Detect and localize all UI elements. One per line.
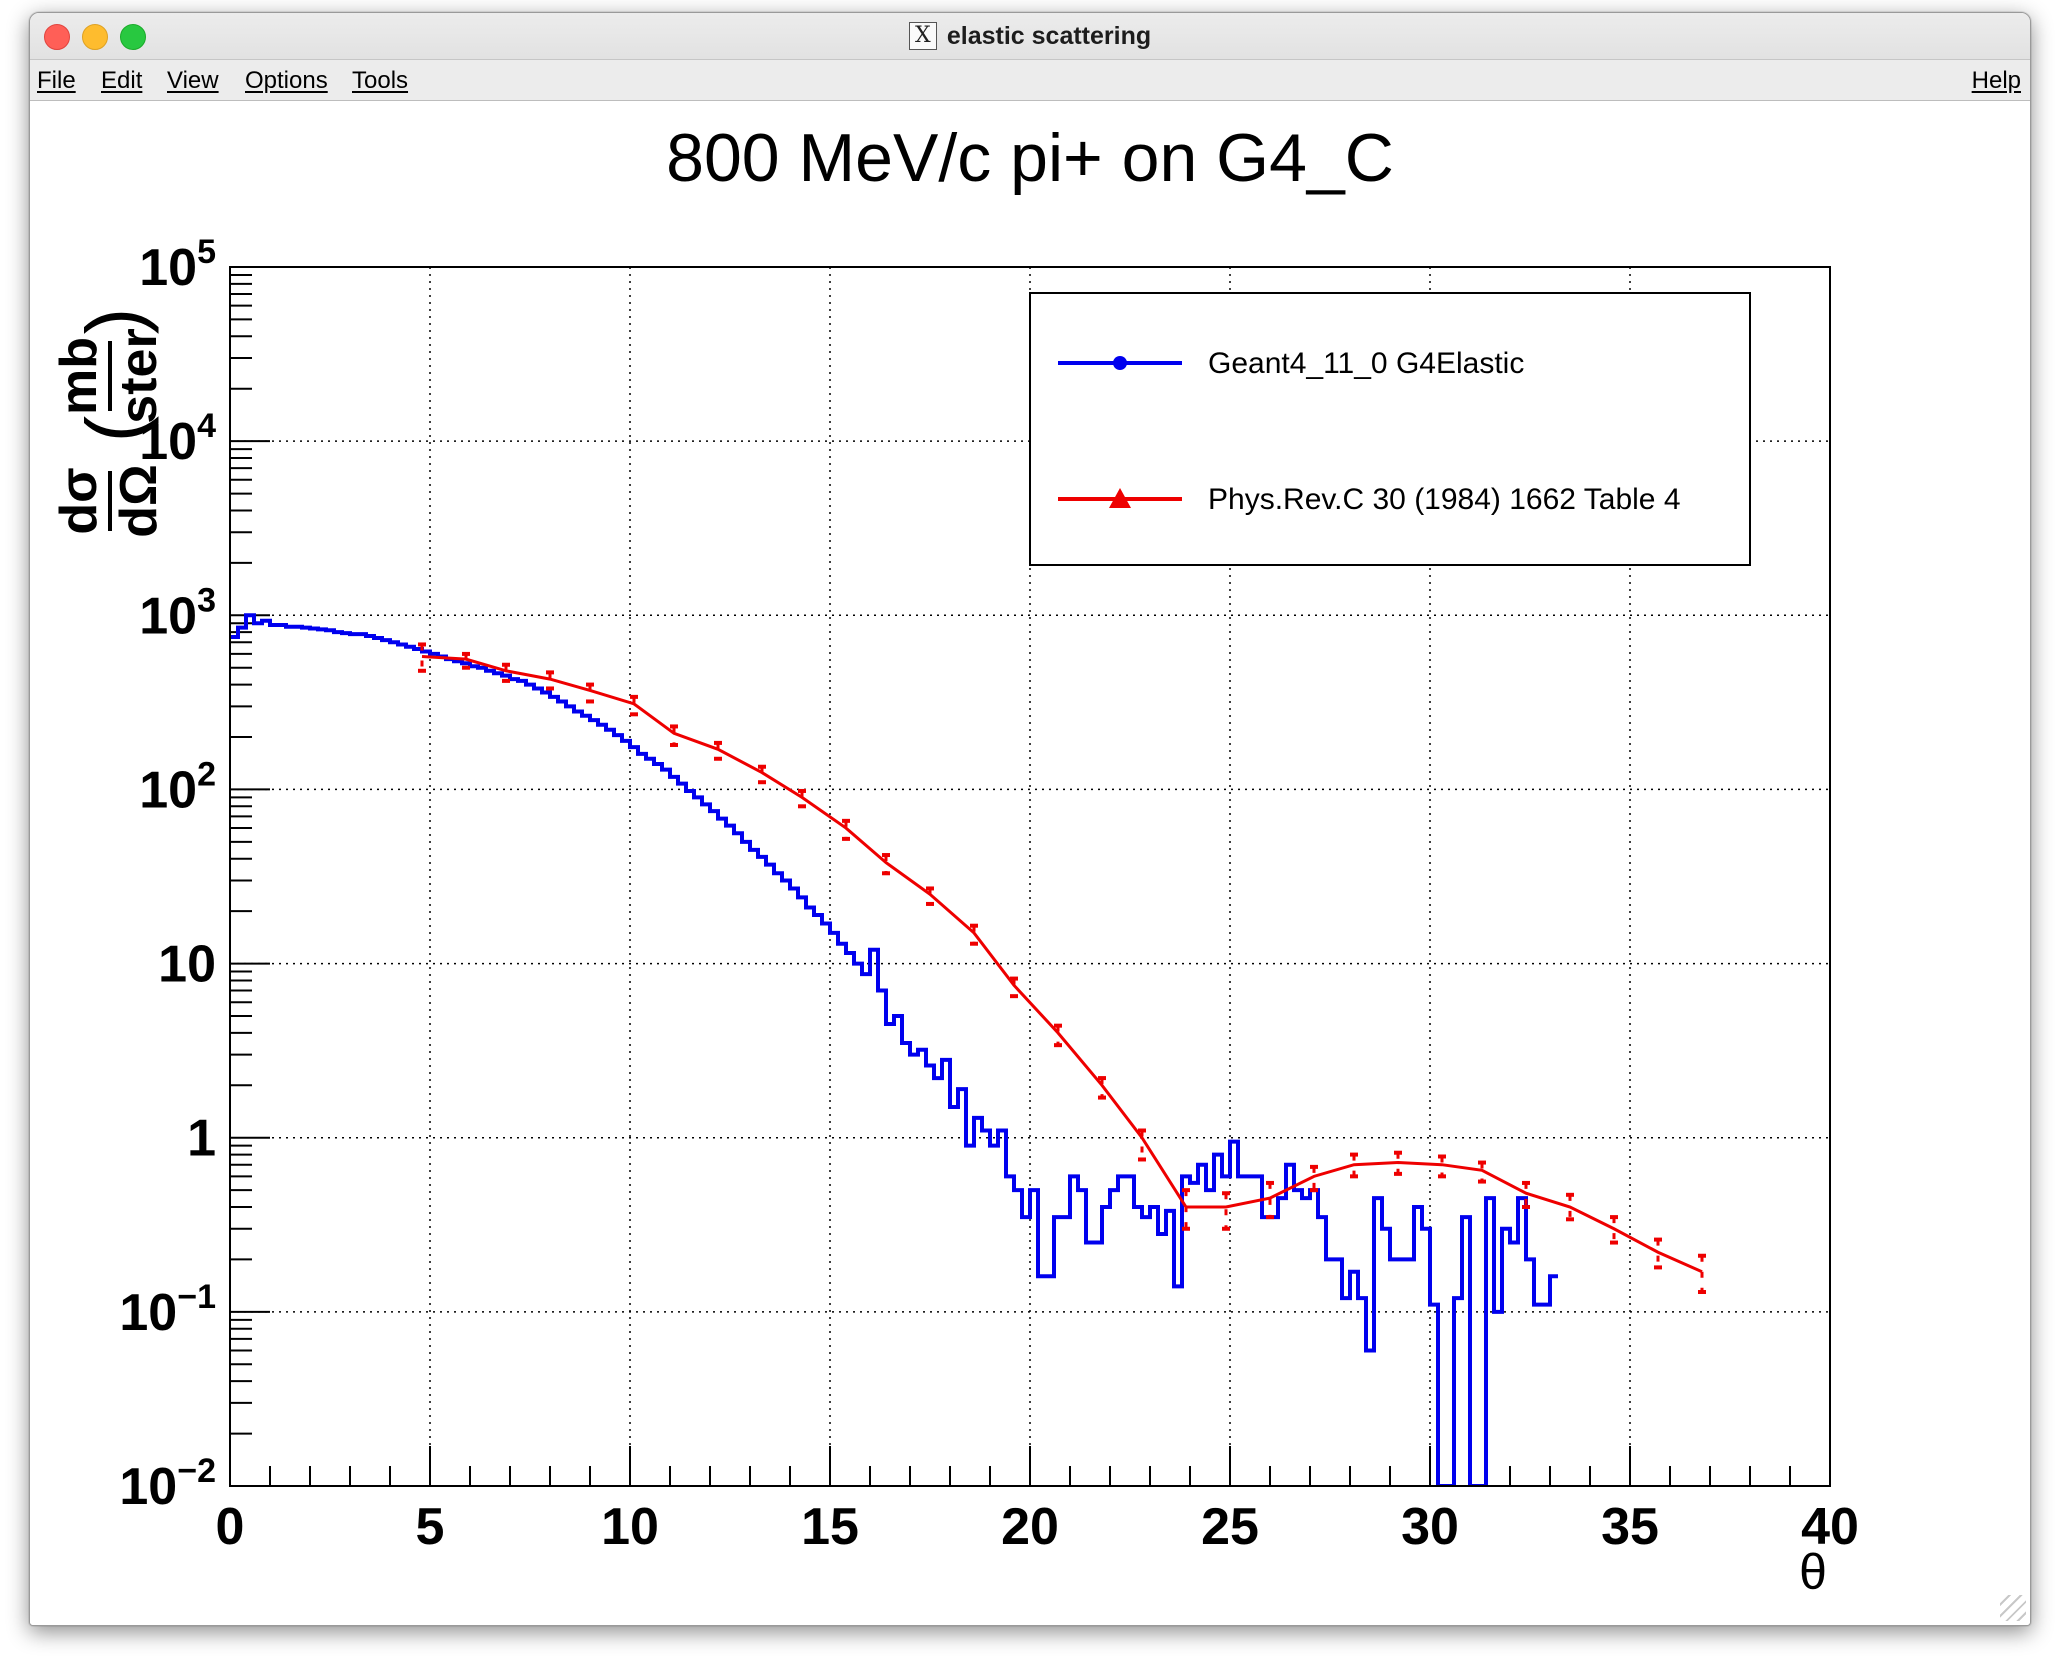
x-tick-label: 15 xyxy=(801,1498,859,1556)
y-tick-label: 10−1 xyxy=(119,1278,216,1342)
minimize-button[interactable] xyxy=(82,24,108,50)
window-title: elastic scattering xyxy=(946,21,1152,50)
y-label-close-paren: ) xyxy=(70,308,159,335)
app-window: X elastic scattering File Edit View Opti… xyxy=(29,12,2031,1626)
grid-lines xyxy=(230,267,1830,1486)
chart-title: 800 MeV/c pi+ on G4_C xyxy=(666,120,1394,196)
root-canvas[interactable]: 800 MeV/c pi+ on G4_C 0 5 10 15 20 25 30 35 40 1… xyxy=(30,101,2030,1625)
x11-icon: X xyxy=(908,22,937,50)
x-tick-label: 5 xyxy=(416,1498,445,1556)
y-tick-label: 105 xyxy=(139,233,216,297)
y-label-numerator: dσ xyxy=(50,467,108,534)
legend-box xyxy=(1029,292,1751,566)
menu-view[interactable]: View xyxy=(167,67,219,94)
title-bar[interactable]: X elastic scattering xyxy=(30,13,2030,60)
y-label-unit-numerator: mb xyxy=(50,337,108,415)
menu-bar: File Edit View Options Tools Help xyxy=(30,60,2030,101)
x-tick-label: 35 xyxy=(1601,1498,1659,1556)
legend-marker-physrev xyxy=(1109,488,1131,508)
y-tick-label: 1 xyxy=(187,1110,216,1168)
y-label-denominator: dΩ xyxy=(110,464,168,537)
menu-file[interactable]: File xyxy=(37,67,76,94)
legend-marker-geant4 xyxy=(1113,356,1127,370)
y-tick-label: 10 xyxy=(158,936,216,994)
y-axis-ticks: 10−2 10−1 1 10 102 103 104 105 xyxy=(119,233,270,1516)
y-label-open-paren: ( xyxy=(70,415,159,442)
y-tick-label: 104 xyxy=(139,407,216,471)
x-tick-label: 20 xyxy=(1001,1498,1059,1556)
legend-label-physrev: Phys.Rev.C 30 (1984) 1662 Table 4 xyxy=(1208,483,1681,516)
x-tick-label: 10 xyxy=(601,1498,659,1556)
plot-frame xyxy=(229,266,1831,1487)
menu-edit[interactable]: Edit xyxy=(101,67,143,94)
x-tick-label: 30 xyxy=(1401,1498,1459,1556)
close-button[interactable] xyxy=(44,24,70,50)
y-axis-label: dσ dΩ ( mb ster ) xyxy=(50,308,168,538)
x-tick-label: 40 xyxy=(1801,1498,1859,1556)
menu-tools[interactable]: Tools xyxy=(352,67,409,94)
legend-label-geant4: Geant4_11_0 G4Elastic xyxy=(1208,347,1524,380)
y-tick-label: 10−2 xyxy=(119,1452,216,1516)
physrev-line xyxy=(421,654,1703,1274)
data-series xyxy=(230,613,1706,1486)
x-axis-ticks: 0 5 10 15 20 25 30 35 40 xyxy=(216,1446,1859,1556)
chart-svg: 800 MeV/c pi+ on G4_C 0 5 10 15 20 25 30 35 40 1… xyxy=(50,120,1859,1600)
x-tick-label: 25 xyxy=(1201,1498,1259,1556)
x-axis-label: θ xyxy=(1799,1544,1827,1600)
y-tick-label: 103 xyxy=(139,581,216,645)
y-tick-label: 102 xyxy=(139,755,216,819)
geant4-histogram-line xyxy=(230,613,1558,1486)
menu-help[interactable]: Help xyxy=(1971,67,2021,94)
menu-options[interactable]: Options xyxy=(245,67,328,94)
y-label-unit-denominator: ster xyxy=(110,328,168,423)
resize-grip[interactable] xyxy=(2000,1595,2026,1621)
legend[interactable]: Geant4_11_0 G4Elastic Phys.Rev.C 30 (198… xyxy=(1029,292,1751,566)
zoom-button[interactable] xyxy=(120,24,146,50)
x-tick-label: 0 xyxy=(216,1498,245,1556)
